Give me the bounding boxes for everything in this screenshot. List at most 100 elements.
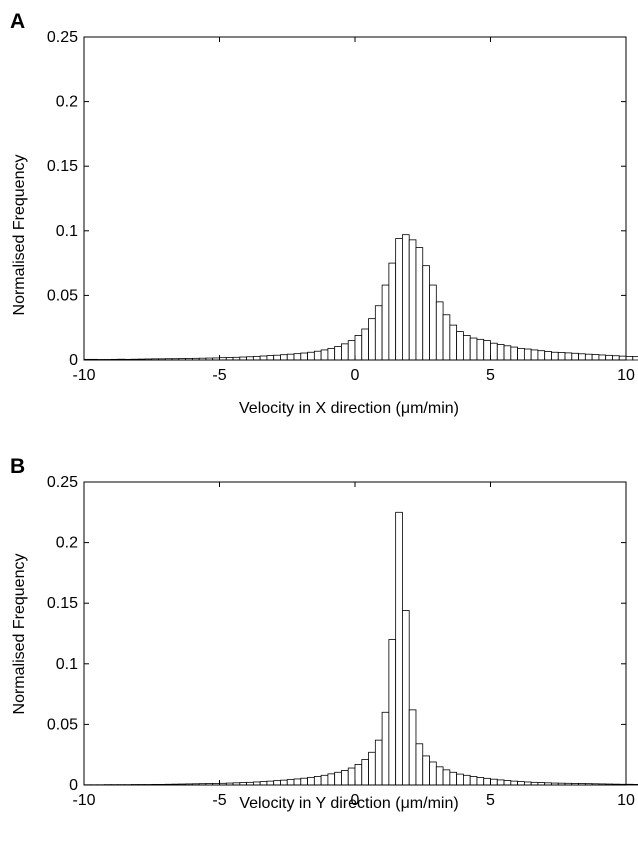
histogram-bar (476, 338, 485, 361)
y-tick-label: 0.1 (56, 656, 78, 673)
histogram-bar (490, 778, 498, 786)
plot-frame (83, 481, 627, 786)
histogram-bar (422, 755, 430, 786)
histogram-bar (341, 770, 349, 786)
y-tick-label: 0.15 (47, 595, 78, 612)
histogram-bar (408, 239, 417, 361)
histogram-bar (571, 352, 579, 361)
y-axis-label: Normalised Frequency (11, 155, 28, 316)
histogram-bar (388, 639, 397, 786)
histogram-bar (551, 351, 559, 361)
x-tick-label: 5 (486, 367, 495, 384)
histogram-bar (286, 353, 295, 361)
y-tick-label: 0.2 (56, 535, 78, 552)
histogram-bar (347, 767, 356, 786)
histogram-bar (578, 353, 586, 361)
y-tick-label: 0.25 (47, 29, 78, 46)
histogram-bar (598, 354, 607, 361)
histogram-bar (374, 739, 383, 786)
histogram-bar (334, 346, 342, 361)
histogram-bar (584, 353, 593, 361)
panel-letter-b: B (10, 455, 25, 478)
axis-ticks (83, 481, 627, 786)
histogram-bar (361, 759, 369, 786)
y-axis-label: Normalised Frequency (11, 554, 28, 715)
plot-frame (83, 36, 627, 361)
histogram-bar (252, 355, 261, 361)
histogram-bar (503, 345, 512, 361)
histogram-bar (408, 709, 417, 786)
histogram-bar (320, 774, 329, 786)
histogram-bar (293, 353, 302, 361)
histogram-bar (456, 331, 464, 361)
histogram-bar (612, 355, 620, 361)
histogram-bar (510, 346, 519, 361)
histogram-bar (354, 763, 363, 786)
histogram-bar (632, 783, 638, 786)
histogram-bar (537, 350, 546, 361)
histogram-bar (415, 743, 424, 786)
histogram-bar (591, 354, 600, 361)
histogram-bar (476, 777, 485, 786)
histogram-bar (293, 778, 302, 786)
histogram-bar (429, 284, 437, 361)
histogram-bar (395, 238, 403, 361)
histogram-bar (266, 355, 275, 361)
histogram-bar (442, 769, 451, 786)
histogram-bar (415, 247, 424, 361)
histogram-bar (483, 777, 491, 786)
panel-letter-a: A (10, 10, 25, 33)
histogram-bar (449, 324, 458, 361)
histogram-bar (435, 766, 444, 786)
histogram-bar (300, 777, 308, 786)
histogram-bar (273, 354, 281, 361)
histogram-bar (449, 771, 458, 786)
histogram-bar (605, 354, 613, 361)
histogram-bar (313, 775, 322, 786)
histogram-bar (402, 610, 410, 786)
y-tick-label: 0 (69, 352, 78, 369)
histogram-bar (442, 314, 451, 361)
x-tick-label: -5 (212, 367, 226, 384)
histogram-bar (469, 337, 478, 361)
y-tick-label: 0.2 (56, 94, 78, 111)
histogram-bar (496, 779, 505, 786)
histogram-bar (280, 779, 288, 786)
histogram-bar (510, 780, 519, 786)
histogram-bar (347, 340, 356, 361)
histogram-bar (280, 354, 288, 361)
histogram-bar (273, 780, 281, 786)
y-tick-label: 0.1 (56, 223, 78, 240)
y-tick-label: 0.05 (47, 716, 78, 733)
histogram-bar (300, 352, 308, 361)
x-tick-label: 10 (617, 367, 635, 384)
histogram-bar (327, 773, 336, 786)
histogram-bar (469, 776, 478, 786)
histogram-bar (381, 711, 390, 786)
histogram-bar (354, 335, 363, 361)
tick-labels: -10 -5 0 5 10 0 0.05 0.1 0.15 0.2 0.25 (47, 474, 635, 809)
histogram-bar (517, 781, 525, 786)
histogram-bar (388, 262, 397, 361)
histogram-bar (429, 761, 437, 786)
histogram-bar (483, 340, 491, 361)
histogram-bar (618, 355, 627, 361)
axis-ticks (83, 36, 627, 361)
histogram-bar (374, 305, 383, 361)
x-tick-label: 0 (351, 792, 360, 809)
tick-labels: -10 -5 0 5 10 0 0.05 0.1 0.15 0.2 0.25 (47, 29, 635, 384)
histogram-bar (307, 351, 315, 361)
histogram-bar (307, 776, 315, 786)
x-tick-label: 0 (351, 367, 360, 384)
histogram-bar (503, 780, 512, 786)
histogram-bar (361, 328, 369, 361)
y-tick-label: 0.15 (47, 158, 78, 175)
histogram-bars (83, 511, 638, 786)
histogram-bar (544, 351, 552, 361)
histogram-bar (462, 335, 471, 361)
histogram-bar (557, 352, 566, 361)
histogram-bar (490, 342, 498, 361)
x-axis-label: Velocity in Y direction (μm/min) (239, 795, 458, 812)
histogram-bar (517, 347, 525, 361)
